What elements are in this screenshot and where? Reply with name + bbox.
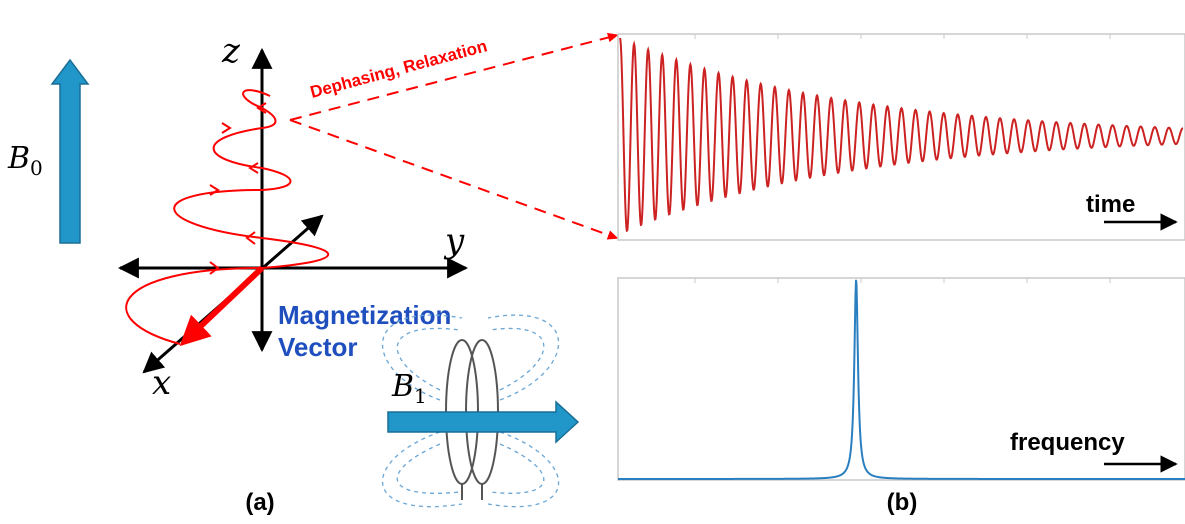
b1-field-arrow [387, 400, 580, 444]
magnetization-label-line2: Vector [278, 332, 358, 362]
fid-ticks [694, 34, 1111, 39]
panel-b: time frequency (b) [617, 33, 1185, 516]
magnetization-label-line1: Magnetization [278, 300, 451, 330]
spectrum-ticks [694, 278, 1111, 283]
b0-label: B0 [7, 141, 43, 180]
panel-a: B0 z y x Magnetization Vector Dephasing,… [7, 31, 619, 516]
b0-field-arrow [50, 58, 90, 244]
caption-b: (b) [887, 489, 918, 516]
dephasing-dash-upper [289, 32, 619, 121]
spiral-direction-marks [209, 102, 267, 275]
axis-z-label: z [221, 31, 241, 71]
fid-chart-frame [617, 33, 1185, 241]
spectrum-peak-line [618, 279, 1185, 480]
rf-coil [381, 314, 560, 508]
axis-y-label: y [443, 221, 465, 261]
frequency-label: frequency [1010, 429, 1125, 456]
caption-a: (a) [245, 489, 274, 516]
axis-x-label: x [152, 363, 171, 403]
precession-spiral [125, 89, 330, 345]
dephasing-dash-lower [289, 119, 619, 240]
dephasing-label: Dephasing, Relaxation [308, 36, 489, 102]
fid-signal-line [619, 37, 1184, 233]
time-label: time [1086, 191, 1135, 218]
b1-label: B1 [391, 369, 427, 408]
spectrum-chart-frame [617, 277, 1185, 481]
magnetization-vector-arrow [179, 265, 265, 347]
